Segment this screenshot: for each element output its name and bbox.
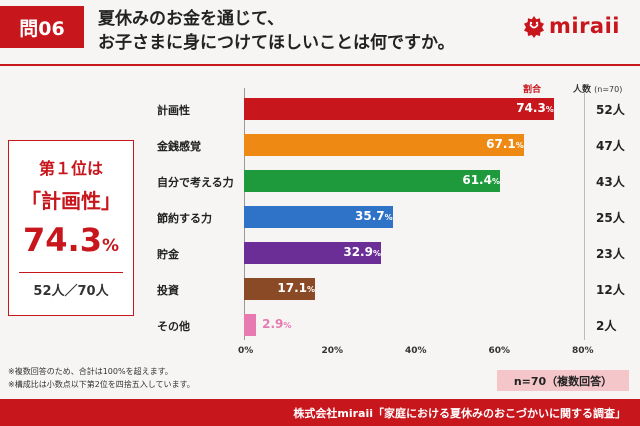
category-label: 自分で考える力 <box>157 176 234 189</box>
respondent-count: 43人 <box>596 175 625 189</box>
summary-top-value: 74.3% <box>9 222 133 264</box>
respondent-count: 2人 <box>596 319 617 333</box>
category-label: 計画性 <box>157 104 190 117</box>
logo-mark-icon <box>523 16 544 38</box>
bar-value-label: 67.1% <box>486 137 524 151</box>
x-axis-tick-label: 20% <box>321 346 344 356</box>
note-rounding: ※構成比は小数点以下第2位を四捨五入しています。 <box>8 380 195 389</box>
header-rule <box>0 64 640 66</box>
bar-value-label: 61.4% <box>462 173 500 187</box>
bar-value-label: 35.7% <box>355 209 393 223</box>
category-label: 投資 <box>157 284 179 297</box>
sample-size-box: n=70（複数回答） <box>497 370 629 391</box>
rate-column-header: 割合 <box>523 85 542 95</box>
bar <box>244 170 501 192</box>
respondent-count: 23人 <box>596 247 625 261</box>
question-line-1: 夏休みのお金を通じて、 <box>98 9 285 29</box>
summary-rank-label: 第１位は <box>38 159 103 178</box>
respondent-count: 52人 <box>596 103 625 117</box>
x-axis-tick-label: 80% <box>572 346 594 356</box>
bar-value-label: 17.1% <box>277 281 316 295</box>
respondent-count: 47人 <box>596 139 625 153</box>
summary-top-item: 「計画性」 <box>21 189 121 213</box>
question-badge: 問06 <box>0 6 84 48</box>
bar <box>244 206 394 228</box>
bar <box>244 134 525 156</box>
note-multiple-answers: ※複数回答のため、合計は100%を超えます。 <box>8 367 173 376</box>
respondent-count: 12人 <box>596 283 625 297</box>
logo-text: miraii <box>548 14 620 38</box>
count-column-n: (n=70) <box>594 85 623 94</box>
summary-count: 52人／70人 <box>33 284 109 299</box>
respondent-count: 25人 <box>596 211 625 225</box>
category-label: その他 <box>157 320 190 333</box>
summary-divider <box>19 272 123 273</box>
bar <box>244 278 316 300</box>
x-axis-tick-label: 0% <box>238 346 254 356</box>
category-label: 節約する力 <box>157 212 212 225</box>
bar <box>244 98 555 120</box>
category-label: 金銭感覚 <box>157 140 201 153</box>
x-axis-tick-label: 60% <box>488 346 511 356</box>
miraii-logo: miraii <box>522 14 620 38</box>
summary-top-unit: % <box>101 236 119 256</box>
count-column-label: 人数 <box>573 85 592 95</box>
question-line-2: お子さまに身につけてほしいことは何ですか。 <box>98 33 455 53</box>
bar-value-label: 74.3% <box>516 101 554 115</box>
x-axis-tick-label: 40% <box>405 346 427 356</box>
bar <box>244 314 257 336</box>
top-result-summary: 第１位は 「計画性」 74.3% 52人／70人 <box>8 140 134 316</box>
question-title: 夏休みのお金を通じて、 お子さまに身につけてほしいことは何ですか。 <box>98 7 455 55</box>
source-footer: 株式会社miraii「家庭における夏休みのおこづかいに関する調査」 <box>0 399 640 426</box>
count-column-header: 人数 (n=70) <box>573 82 622 95</box>
bar-value-label: 32.9% <box>343 245 381 259</box>
bar-value-label: 2.9% <box>262 317 292 331</box>
category-label: 貯金 <box>157 248 179 261</box>
count-column-divider <box>584 93 585 340</box>
bar <box>244 242 382 264</box>
summary-top-number: 74.3 <box>23 221 102 259</box>
